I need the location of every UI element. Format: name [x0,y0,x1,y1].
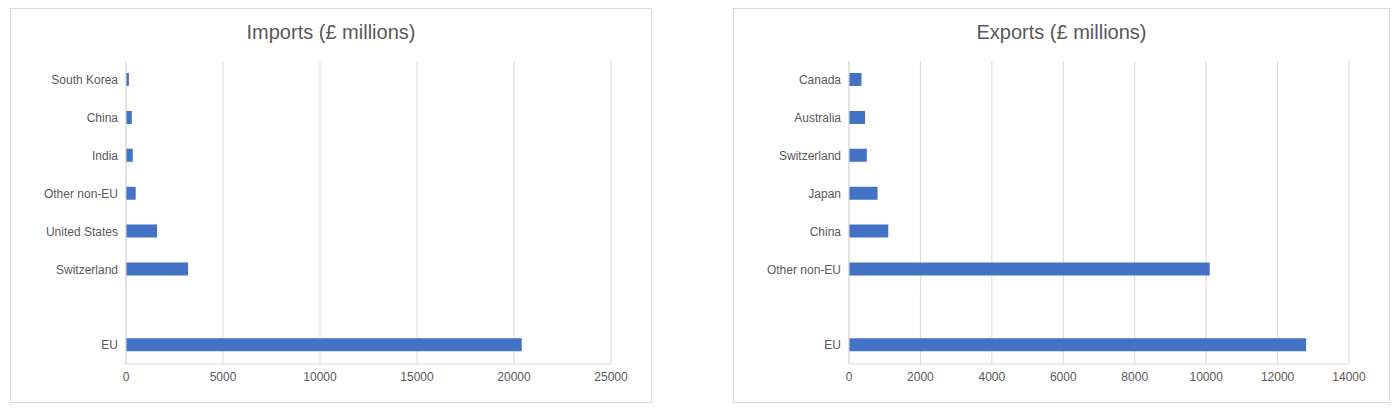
svg-text:Switzerland: Switzerland [779,149,841,163]
svg-text:14000: 14000 [1332,370,1366,384]
svg-text:Japan: Japan [808,187,841,201]
svg-text:0: 0 [846,370,853,384]
html-text:Exports (£ millions): Exports (£ millions) [976,21,1147,43]
svg-text:6000: 6000 [1050,370,1077,384]
svg-text:12000: 12000 [1261,370,1295,384]
svg-text:EU: EU [824,338,841,352]
svg-text:10000: 10000 [1189,370,1223,384]
svg-text:4000: 4000 [979,370,1006,384]
svg-text:India: India [92,149,118,163]
svg-text:2000: 2000 [907,370,934,384]
svg-text:15000: 15000 [400,370,434,384]
svg-text:South Korea: South Korea [51,73,118,87]
svg-text:8000: 8000 [1121,370,1148,384]
svg-text:25000: 25000 [594,370,628,384]
svg-text:United States: United States [46,225,118,239]
svg-text:Switzerland: Switzerland [56,263,118,277]
svg-text:Australia: Australia [794,111,841,125]
svg-text:Other non-EU: Other non-EU [44,187,118,201]
svg-text:Other non-EU: Other non-EU [767,263,841,277]
html-text:Imports (£ millions): Imports (£ millions) [246,21,416,43]
svg-text:China: China [87,111,119,125]
svg-text:EU: EU [101,338,118,352]
svg-text:Canada: Canada [799,73,841,87]
svg-text:0: 0 [123,370,130,384]
svg-text:5000: 5000 [210,370,237,384]
svg-text:China: China [810,225,842,239]
svg-text:10000: 10000 [303,370,337,384]
svg-text:20000: 20000 [497,370,531,384]
